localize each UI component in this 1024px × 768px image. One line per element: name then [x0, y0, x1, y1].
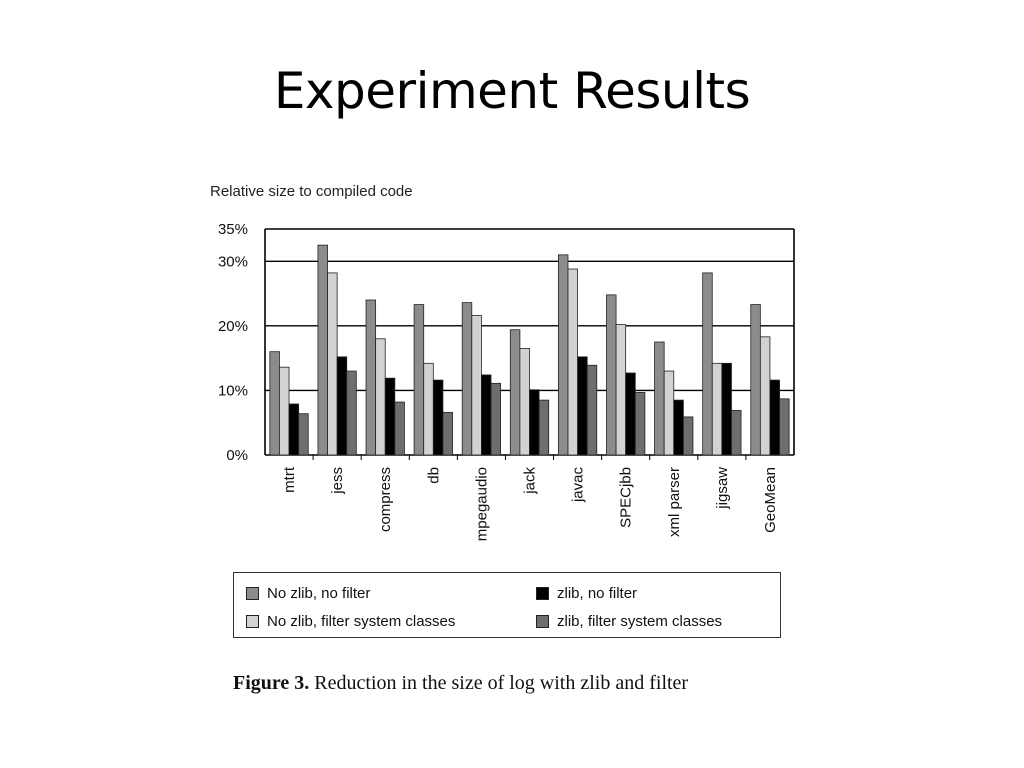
y-tick-label: 30%: [218, 253, 248, 270]
x-category-label: xml parser: [666, 467, 683, 537]
bar-no-zlib-filter: [759, 336, 771, 456]
bar-zlib-no-filter: [529, 389, 540, 456]
bar-no-zlib-filter: [711, 362, 723, 456]
bar-zlib-filter: [682, 416, 694, 456]
bar-zlib-no-filter: [769, 379, 780, 456]
caption-text: Reduction in the size of log with zlib a…: [309, 672, 689, 694]
bar-zlib-filter: [394, 401, 405, 456]
y-tick-label: 35%: [218, 221, 248, 238]
x-category-label: javac: [570, 467, 587, 504]
legend-item-no-zlib-filter: No zlib, filter system classes: [246, 613, 455, 630]
bar-zlib-no-filter: [336, 356, 348, 456]
bar-zlib-filter: [634, 391, 646, 456]
bar-zlib-filter: [490, 382, 502, 456]
bar-no-zlib-filter: [519, 348, 530, 456]
x-category-label: mtrt: [281, 466, 298, 493]
bar-no-zlib-filter: [279, 366, 290, 456]
legend-label: No zlib, filter system classes: [267, 613, 456, 630]
bar-no-zlib-filter: [375, 338, 386, 456]
bar-no-zlib-no-filter: [461, 302, 473, 456]
bar-no-zlib-no-filter: [365, 299, 377, 456]
bar-no-zlib-no-filter: [509, 329, 521, 456]
legend-item-zlib-no-filter: zlib, no filter: [536, 585, 637, 602]
legend-swatch: [536, 615, 549, 628]
legend-swatch: [246, 587, 259, 600]
bar-zlib-no-filter: [721, 362, 732, 456]
legend-swatch: [536, 587, 549, 600]
bar-no-zlib-no-filter: [413, 304, 425, 456]
x-category-label: compress: [377, 467, 394, 532]
bar-no-zlib-no-filter: [317, 244, 328, 456]
legend-label: zlib, filter system classes: [557, 613, 723, 630]
bar-no-zlib-filter: [567, 268, 578, 456]
bar-no-zlib-no-filter: [557, 254, 569, 456]
bar-no-zlib-no-filter: [269, 351, 280, 456]
bar-zlib-no-filter: [288, 403, 300, 456]
legend-item-zlib-filter: zlib, filter system classes: [536, 613, 722, 630]
x-category-label: db: [425, 467, 442, 484]
slide-title: Experiment Results: [273, 62, 751, 120]
bar-no-zlib-filter: [471, 315, 482, 456]
x-category-label: GeoMean: [762, 467, 779, 533]
bar-no-zlib-no-filter: [606, 294, 617, 456]
caption-label: Figure 3.: [233, 672, 310, 694]
legend-label: No zlib, no filter: [267, 585, 371, 602]
bar-zlib-no-filter: [577, 356, 588, 456]
bar-zlib-filter: [442, 411, 453, 456]
bar-no-zlib-no-filter: [750, 304, 761, 456]
bar-no-zlib-filter: [663, 370, 675, 456]
bar-zlib-filter: [779, 398, 790, 456]
bar-zlib-filter: [346, 370, 357, 456]
bar-zlib-no-filter: [384, 377, 396, 456]
bar-no-zlib-filter: [615, 324, 627, 456]
legend-item-no-zlib-no-filter: No zlib, no filter: [246, 585, 370, 602]
bar-no-zlib-no-filter: [702, 272, 713, 456]
figure-caption: Figure 3. Reduction in the size of log w…: [233, 672, 688, 695]
bar-zlib-no-filter: [625, 372, 636, 456]
y-tick-label: 20%: [218, 318, 248, 335]
bar-no-zlib-filter: [423, 362, 434, 456]
bar-zlib-no-filter: [432, 379, 444, 456]
bar-no-zlib-filter: [327, 272, 338, 456]
legend-swatch: [246, 615, 259, 628]
x-category-label: jess: [329, 467, 346, 495]
bar-zlib-no-filter: [673, 399, 684, 456]
legend-label: zlib, no filter: [557, 585, 638, 602]
bar-zlib-no-filter: [481, 374, 492, 456]
x-category-label: jigsaw: [714, 467, 731, 510]
bar-no-zlib-no-filter: [654, 341, 665, 456]
bar-zlib-filter: [298, 413, 309, 456]
y-tick-label: 0%: [226, 447, 248, 464]
bar-zlib-filter: [731, 410, 742, 456]
bar-zlib-filter: [586, 364, 598, 456]
y-axis-title: Relative size to compiled code: [210, 183, 413, 200]
x-category-label: mpegaudio: [473, 467, 490, 541]
x-category-label: SPECjbb: [618, 467, 635, 528]
bar-zlib-filter: [538, 399, 550, 456]
chart-legend: No zlib, no filter No zlib, filter syste…: [233, 572, 781, 638]
x-category-label: jack: [522, 467, 539, 495]
y-tick-label: 10%: [218, 382, 248, 399]
